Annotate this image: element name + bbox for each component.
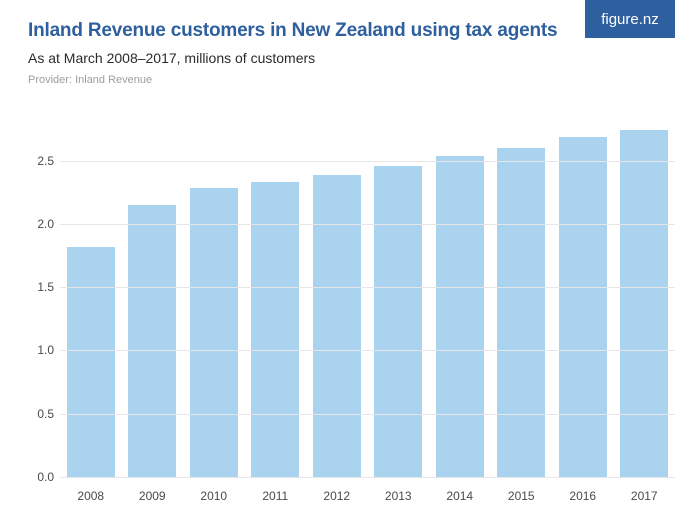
brand-logo: figure.nz [585,0,675,38]
y-tick-label: 2.5 [28,154,54,168]
bar [559,137,607,477]
bar [313,175,361,477]
bar-slot [183,110,245,477]
bar-slot [429,110,491,477]
y-tick-label: 1.5 [28,280,54,294]
y-tick-label: 2.0 [28,217,54,231]
bar [128,205,176,477]
x-tick-label: 2008 [60,483,122,505]
bar [374,166,422,477]
bar-slot [306,110,368,477]
chart-area: 0.00.51.01.52.02.5 200820092010201120122… [28,110,675,505]
gridline [60,414,675,415]
bar [251,182,299,477]
bar-slot [245,110,307,477]
chart-provider: Provider: Inland Revenue [28,74,672,86]
gridline [60,477,675,478]
x-axis-labels: 2008200920102011201220132014201520162017 [60,483,675,505]
x-tick-label: 2011 [245,483,307,505]
bar [190,188,238,477]
bar-slot [60,110,122,477]
bar [67,247,115,477]
x-tick-label: 2016 [552,483,614,505]
y-tick-label: 1.0 [28,343,54,357]
bar-slot [552,110,614,477]
bar [620,130,668,477]
y-tick-label: 0.5 [28,407,54,421]
bar-slot [368,110,430,477]
bar-slot [491,110,553,477]
gridline [60,287,675,288]
bar-slot [122,110,184,477]
x-tick-label: 2015 [491,483,553,505]
x-tick-label: 2014 [429,483,491,505]
chart-subtitle: As at March 2008–2017, millions of custo… [28,50,672,66]
chart-title: Inland Revenue customers in New Zealand … [28,20,672,42]
x-tick-label: 2010 [183,483,245,505]
plot-area: 0.00.51.01.52.02.5 [60,110,675,477]
x-tick-label: 2013 [368,483,430,505]
x-tick-label: 2009 [122,483,184,505]
gridline [60,161,675,162]
bars-container [60,110,675,477]
y-tick-label: 0.0 [28,470,54,484]
x-tick-label: 2017 [614,483,676,505]
bar-slot [614,110,676,477]
bar [497,148,545,477]
gridline [60,350,675,351]
brand-logo-text: figure.nz [601,11,659,28]
bar [436,156,484,477]
gridline [60,224,675,225]
x-tick-label: 2012 [306,483,368,505]
